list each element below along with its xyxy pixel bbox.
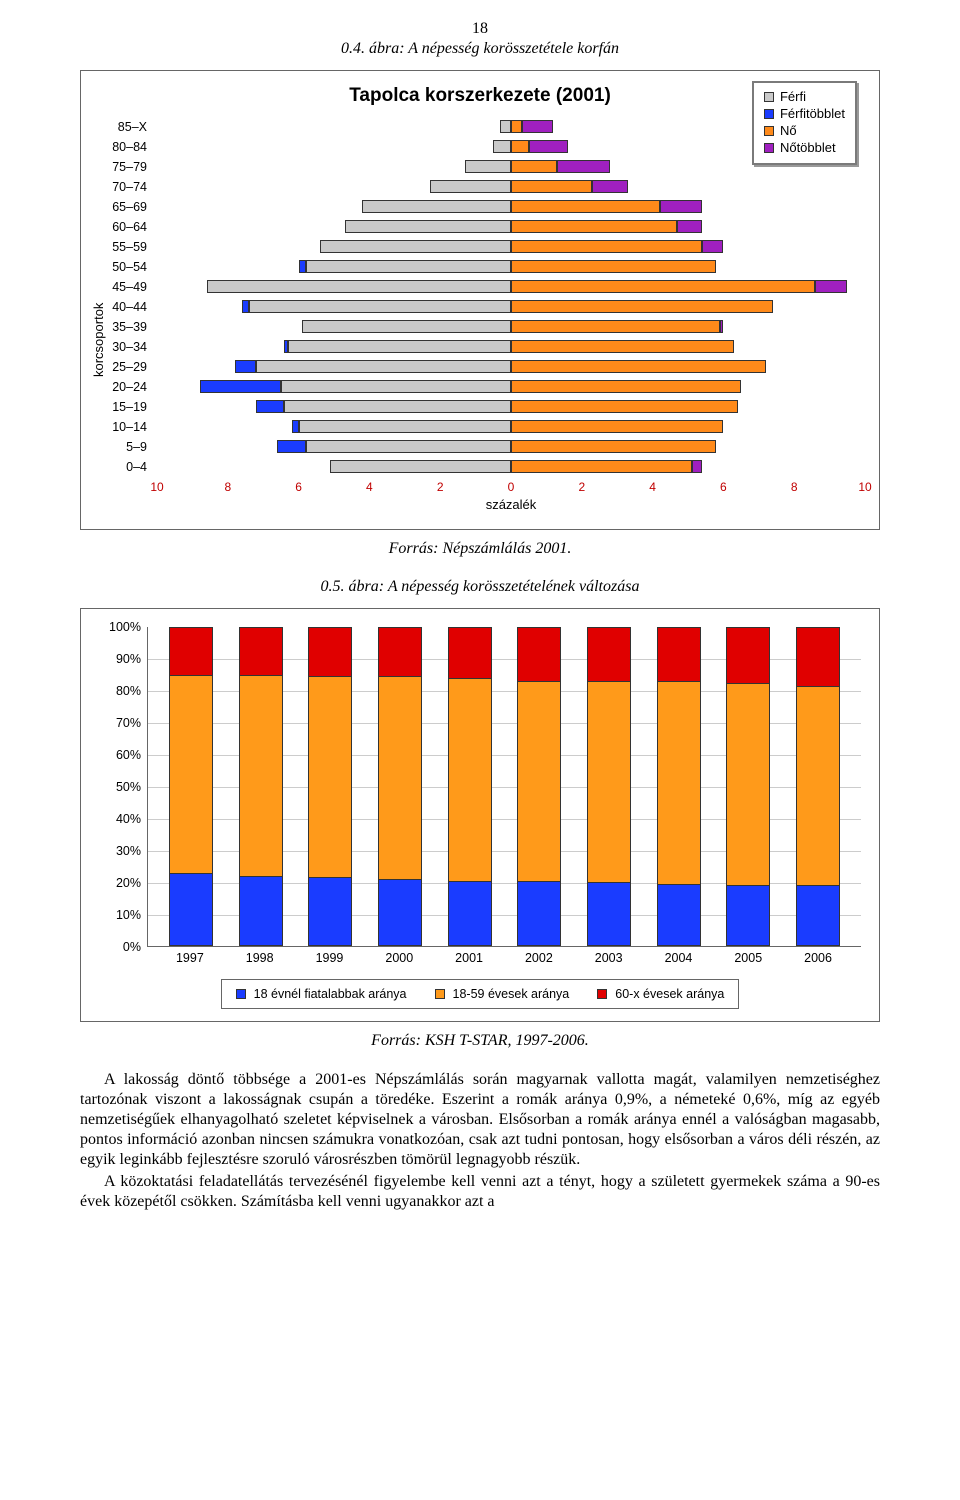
pyramid-row (157, 277, 865, 297)
pyramid-row (157, 137, 865, 157)
stacked-column (657, 627, 701, 946)
stacked-xlabel: 1998 (238, 951, 282, 965)
paragraph-1: A lakosság döntő többsége a 2001-es Néps… (80, 1070, 880, 1170)
stacked-ylabel: 90% (116, 652, 141, 666)
stacked-column (378, 627, 422, 946)
stacked-column (308, 627, 352, 946)
age-group-label: 55–59 (95, 237, 151, 257)
stacked-column (169, 627, 213, 946)
pyramid-row (157, 117, 865, 137)
age-group-label: 70–74 (95, 177, 151, 197)
pyramid-ylabel: korcsoportok (91, 303, 106, 377)
stacked-xlabel: 2000 (377, 951, 421, 965)
page-number: 18 (80, 20, 880, 38)
pyramid-xlabel: százalék (157, 497, 865, 519)
paragraph-2: A közoktatási feladatellátás tervezéséné… (80, 1172, 880, 1212)
pyramid-xticks: 1086420246810 (157, 477, 865, 499)
pyramid-row (157, 457, 865, 477)
stacked-ylabel: 40% (116, 812, 141, 826)
pyramid-row (157, 297, 865, 317)
age-group-label: 80–84 (95, 137, 151, 157)
body-text: A lakosság döntő többsége a 2001-es Néps… (80, 1070, 880, 1212)
stacked-ylabel: 30% (116, 844, 141, 858)
age-group-label: 0–4 (95, 457, 151, 477)
age-group-label: 5–9 (95, 437, 151, 457)
pyramid-row (157, 257, 865, 277)
pyramid-row (157, 197, 865, 217)
pyramid-row (157, 157, 865, 177)
age-group-label: 20–24 (95, 377, 151, 397)
age-group-label: 15–19 (95, 397, 151, 417)
source-stacked: Forrás: KSH T-STAR, 1997-2006. (80, 1032, 880, 1050)
age-group-label: 65–69 (95, 197, 151, 217)
pyramid-row (157, 357, 865, 377)
pyramid-row (157, 317, 865, 337)
pyramid-title: Tapolca korszerkezete (2001) (95, 85, 865, 107)
stacked-column (796, 627, 840, 946)
stacked-ylabel: 0% (123, 940, 141, 954)
stacked-xlabel: 1997 (168, 951, 212, 965)
stacked-ylabel: 70% (116, 716, 141, 730)
pyramid-row (157, 397, 865, 417)
source-pyramid: Forrás: Népszámlálás 2001. (80, 540, 880, 558)
pyramid-row (157, 177, 865, 197)
age-group-label: 85–X (95, 117, 151, 137)
stacked-xlabel: 2002 (517, 951, 561, 965)
caption-pyramid: 0.4. ábra: A népesség korösszetétele kor… (80, 40, 880, 58)
age-group-label: 75–79 (95, 157, 151, 177)
pyramid-row (157, 237, 865, 257)
legend-male: Férfi (780, 89, 806, 106)
stacked-xlabel: 2004 (656, 951, 700, 965)
age-group-label: 50–54 (95, 257, 151, 277)
stacked-ylabel: 10% (116, 908, 141, 922)
stacked-xlabel: 2003 (587, 951, 631, 965)
legend-mid: 18-59 évesek aránya (453, 986, 570, 1002)
pyramid-row (157, 377, 865, 397)
pyramid-row (157, 217, 865, 237)
stacked-xlabel: 2005 (726, 951, 770, 965)
age-group-label: 45–49 (95, 277, 151, 297)
stacked-xlabel: 2001 (447, 951, 491, 965)
stacked-column (726, 627, 770, 946)
stacked-column (448, 627, 492, 946)
legend-old: 60-x évesek aránya (615, 986, 724, 1002)
stacked-ylabel: 50% (116, 780, 141, 794)
stacked-column (517, 627, 561, 946)
pyramid-chart: Tapolca korszerkezete (2001) Férfi Férfi… (80, 70, 880, 530)
pyramid-row (157, 437, 865, 457)
stacked-chart: 100% 90% 80% 70% 60% 50% 40% 30% 20% 10% 0% 1997 19… (80, 608, 880, 1022)
pyramid-row (157, 337, 865, 357)
pyramid-row (157, 417, 865, 437)
age-group-label: 10–14 (95, 417, 151, 437)
stacked-xlabel: 1999 (307, 951, 351, 965)
stacked-ylabel: 60% (116, 748, 141, 762)
legend-young: 18 évnél fiatalabbak aránya (254, 986, 407, 1002)
stacked-column (239, 627, 283, 946)
caption-stacked: 0.5. ábra: A népesség korösszetételének … (80, 578, 880, 596)
age-group-label: 60–64 (95, 217, 151, 237)
stacked-legend: 18 évnél fiatalabbak aránya 18-59 évesek… (221, 979, 740, 1009)
stacked-ylabel: 100% (109, 620, 141, 634)
stacked-column (587, 627, 631, 946)
stacked-ylabel: 80% (116, 684, 141, 698)
stacked-ylabel: 20% (116, 876, 141, 890)
stacked-xlabel: 2006 (796, 951, 840, 965)
